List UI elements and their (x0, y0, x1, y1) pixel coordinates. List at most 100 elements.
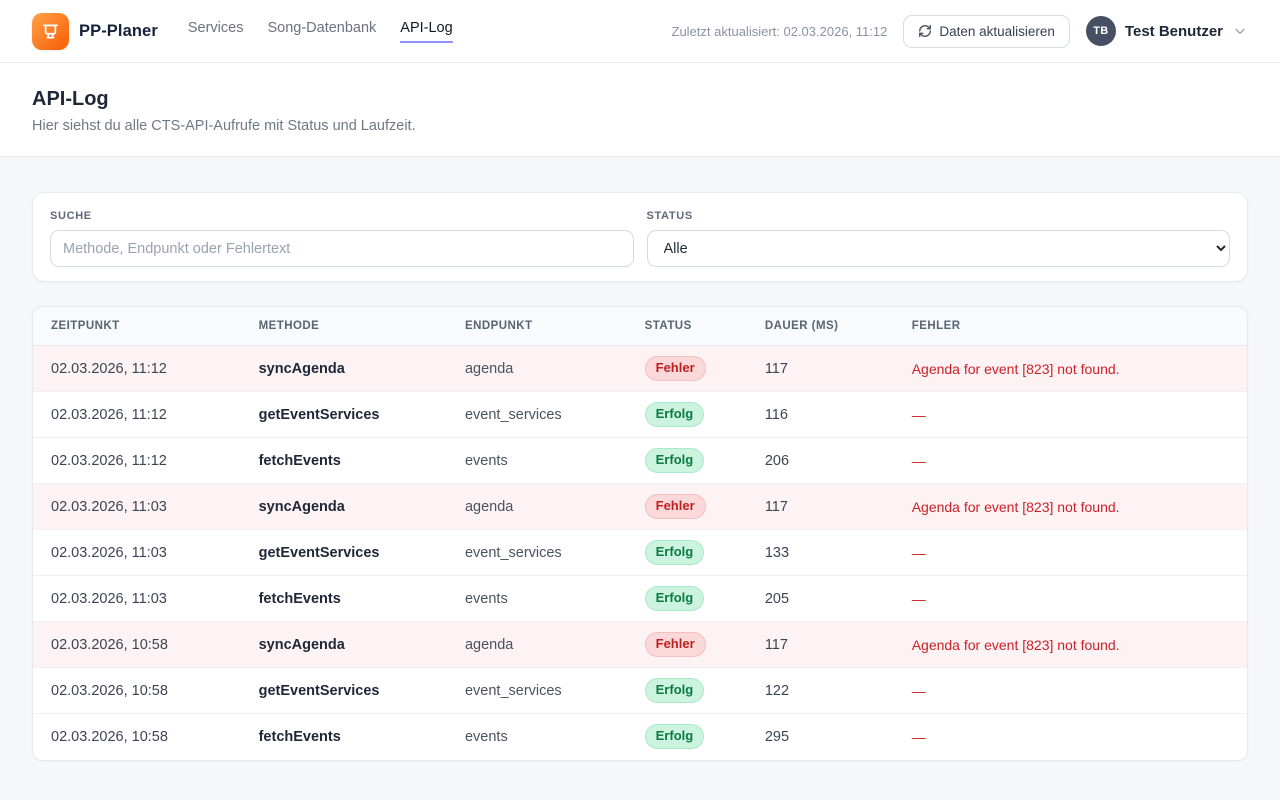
table-row: 02.03.2026, 10:58 fetchEvents events Erfolg… (33, 713, 1247, 760)
cell-fehler: — (893, 667, 1247, 714)
table-row: 02.03.2026, 10:58 getEventServices event_s… (33, 667, 1247, 714)
refresh-data-button[interactable]: Daten aktualisieren (903, 14, 1070, 48)
api-log-table: ZEITPUNKT METHODE ENDPUNKT STATUS DAUER … (33, 307, 1247, 760)
cell-fehler: Agenda for event [823] not found. (893, 345, 1247, 392)
table-row: 02.03.2026, 11:03 fetchEvents events Erfolg… (33, 575, 1247, 622)
cell-status: Fehler (626, 483, 747, 530)
table-row: 02.03.2026, 11:03 syncAgenda agenda Fehler 1… (33, 483, 1247, 530)
cell-status: Erfolg (626, 437, 747, 484)
cell-dauer: 205 (746, 575, 894, 622)
status-filter-select[interactable]: Alle (646, 230, 1230, 267)
cell-methode: fetchEvents (240, 437, 447, 484)
cell-methode: syncAgenda (240, 483, 447, 530)
cell-methode: fetchEvents (240, 575, 447, 622)
cell-endpunkt: agenda (446, 345, 627, 392)
cell-status: Erfolg (626, 391, 747, 438)
table-row: 02.03.2026, 10:58 syncAgenda agenda Fehler 1… (33, 621, 1247, 668)
cell-fehler: — (893, 713, 1247, 760)
last-updated-text: Zuletzt aktualisiert: 02.03.2026, 11:12 (671, 23, 888, 39)
cell-fehler: — (893, 575, 1247, 622)
cell-fehler: — (893, 391, 1247, 438)
cell-zeitpunkt: 02.03.2026, 11:12 (33, 437, 241, 484)
table-row: 02.03.2026, 11:03 getEventServices event_s… (33, 529, 1247, 576)
brand-name: PP-Planer (79, 21, 158, 40)
cell-methode: syncAgenda (240, 621, 447, 668)
status-badge: Erfolg (644, 448, 705, 473)
refresh-icon (918, 24, 932, 38)
cell-dauer: 117 (746, 345, 894, 392)
col-methode: METHODE (240, 307, 447, 346)
cell-status: Erfolg (626, 529, 747, 576)
cell-zeitpunkt: 02.03.2026, 10:58 (33, 621, 241, 668)
user-menu[interactable]: TB Test Benutzer (1085, 16, 1248, 46)
status-badge: Erfolg (644, 402, 705, 427)
cell-methode: getEventServices (240, 667, 447, 714)
avatar: TB (1085, 16, 1116, 46)
status-badge: Erfolg (644, 678, 705, 703)
main-content: SUCHE STATUS Alle ZEITPUNKT METHODE ENDP… (0, 157, 1280, 796)
page-subtitle: Hier siehst du alle CTS-API-Aufrufe mit … (32, 118, 416, 134)
cell-methode: getEventServices (240, 391, 447, 438)
col-zeitpunkt: ZEITPUNKT (33, 307, 241, 346)
cell-zeitpunkt: 02.03.2026, 11:12 (33, 391, 241, 438)
chevron-down-icon (1232, 23, 1248, 39)
nav-item-api-log[interactable]: API-Log (400, 20, 453, 43)
cell-methode: fetchEvents (240, 713, 447, 760)
cell-status: Erfolg (626, 667, 747, 714)
cell-endpunkt: event_services (446, 667, 627, 714)
presentation-board-icon (40, 21, 61, 42)
cell-fehler: — (893, 437, 1247, 484)
cell-dauer: 117 (746, 483, 894, 530)
cell-endpunkt: event_services (446, 391, 627, 438)
status-badge: Fehler (644, 494, 706, 519)
cell-fehler: — (893, 529, 1247, 576)
main-nav: Services Song-Datenbank API-Log (188, 20, 453, 43)
table-row: 02.03.2026, 11:12 syncAgenda agenda Fehler 1… (33, 345, 1247, 392)
cell-zeitpunkt: 02.03.2026, 10:58 (33, 667, 241, 714)
cell-dauer: 206 (746, 437, 894, 484)
status-badge: Fehler (644, 632, 706, 657)
col-dauer: DAUER (MS) (746, 307, 894, 346)
nav-item-song-datenbank[interactable]: Song-Datenbank (267, 19, 377, 36)
user-name: Test Benutzer (1124, 22, 1223, 40)
page-head: API-Log Hier siehst du alle CTS-API-Aufr… (0, 63, 1280, 157)
api-log-table-body: 02.03.2026, 11:12 syncAgenda agenda Fehler 1… (33, 345, 1247, 760)
cell-dauer: 133 (746, 529, 894, 576)
table-row: 02.03.2026, 11:12 fetchEvents events Erfolg… (33, 437, 1247, 484)
cell-methode: getEventServices (240, 529, 447, 576)
cell-status: Fehler (626, 621, 747, 668)
table-header-row: ZEITPUNKT METHODE ENDPUNKT STATUS DAUER … (33, 307, 1247, 346)
cell-methode: syncAgenda (240, 345, 447, 392)
col-endpunkt: ENDPUNKT (446, 307, 627, 346)
cell-endpunkt: agenda (446, 483, 627, 530)
cell-endpunkt: events (446, 575, 627, 622)
cell-fehler: Agenda for event [823] not found. (893, 483, 1247, 530)
cell-dauer: 295 (746, 713, 894, 760)
status-badge: Erfolg (644, 586, 705, 611)
cell-endpunkt: events (446, 713, 627, 760)
cell-zeitpunkt: 02.03.2026, 11:03 (33, 483, 241, 530)
status-label: STATUS (646, 210, 693, 222)
cell-dauer: 122 (746, 667, 894, 714)
table-row: 02.03.2026, 11:12 getEventServices event_s… (33, 391, 1247, 438)
cell-endpunkt: events (446, 437, 627, 484)
cell-dauer: 117 (746, 621, 894, 668)
col-fehler: FEHLER (893, 307, 1247, 346)
cell-zeitpunkt: 02.03.2026, 10:58 (33, 713, 241, 760)
refresh-button-label: Daten aktualisieren (939, 23, 1055, 39)
search-label: SUCHE (50, 210, 92, 222)
status-badge: Fehler (644, 356, 706, 381)
filter-card: SUCHE STATUS Alle (32, 192, 1248, 282)
topbar: PP-Planer Services Song-Datenbank API-Lo… (0, 0, 1280, 63)
search-input[interactable] (50, 230, 634, 267)
cell-status: Erfolg (626, 575, 747, 622)
app-logo (32, 12, 69, 50)
nav-item-services[interactable]: Services (187, 19, 244, 36)
status-badge: Erfolg (644, 540, 705, 565)
cell-status: Erfolg (626, 713, 747, 760)
status-badge: Erfolg (644, 724, 705, 750)
cell-status: Fehler (626, 345, 747, 392)
cell-zeitpunkt: 02.03.2026, 11:12 (33, 345, 241, 392)
cell-endpunkt: agenda (446, 621, 627, 668)
api-log-table-card: ZEITPUNKT METHODE ENDPUNKT STATUS DAUER … (32, 306, 1248, 761)
